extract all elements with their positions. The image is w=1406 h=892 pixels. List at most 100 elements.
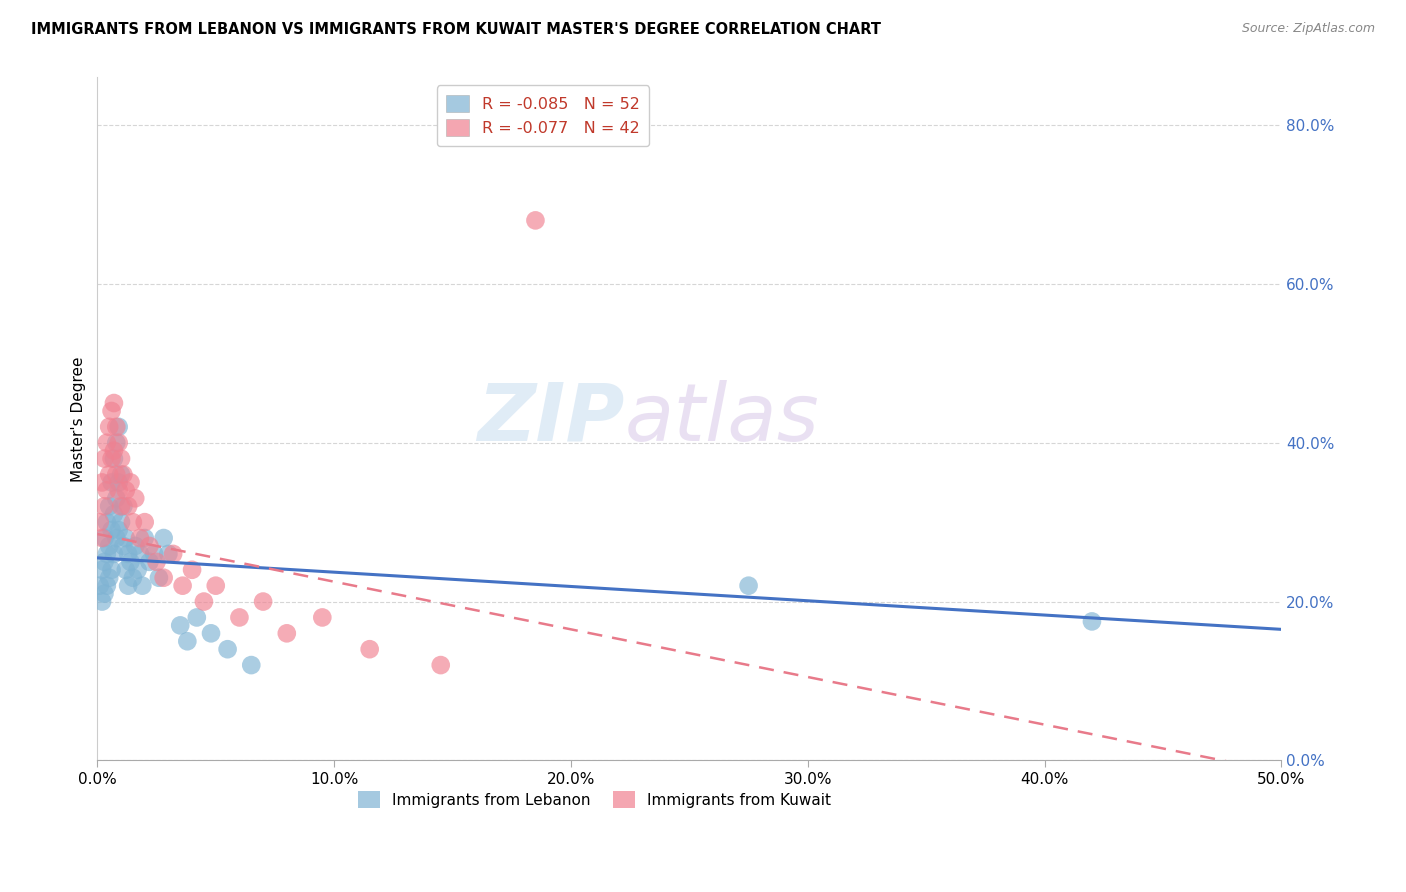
- Point: [114, 563, 136, 577]
- Point: [103, 396, 125, 410]
- Legend: Immigrants from Lebanon, Immigrants from Kuwait: Immigrants from Lebanon, Immigrants from…: [353, 785, 837, 814]
- Text: IMMIGRANTS FROM LEBANON VS IMMIGRANTS FROM KUWAIT MASTER'S DEGREE CORRELATION CH: IMMIGRANTS FROM LEBANON VS IMMIGRANTS FR…: [31, 22, 882, 37]
- Point: [96, 579, 118, 593]
- Point: [129, 547, 152, 561]
- Point: [186, 610, 208, 624]
- Point: [127, 563, 149, 577]
- Point: [96, 435, 118, 450]
- Point: [98, 571, 121, 585]
- Point: [110, 500, 132, 514]
- Point: [105, 467, 128, 482]
- Point: [93, 451, 115, 466]
- Point: [107, 475, 129, 490]
- Point: [93, 555, 115, 569]
- Y-axis label: Master's Degree: Master's Degree: [72, 356, 86, 482]
- Point: [100, 475, 122, 490]
- Point: [91, 594, 114, 608]
- Point: [145, 555, 167, 569]
- Point: [107, 435, 129, 450]
- Point: [131, 579, 153, 593]
- Point: [93, 586, 115, 600]
- Point: [124, 539, 146, 553]
- Point: [89, 579, 111, 593]
- Point: [217, 642, 239, 657]
- Point: [110, 467, 132, 482]
- Point: [96, 483, 118, 498]
- Point: [134, 531, 156, 545]
- Point: [91, 531, 114, 545]
- Point: [152, 531, 174, 545]
- Point: [105, 420, 128, 434]
- Text: Source: ZipAtlas.com: Source: ZipAtlas.com: [1241, 22, 1375, 36]
- Point: [105, 491, 128, 506]
- Point: [107, 483, 129, 498]
- Point: [100, 404, 122, 418]
- Point: [100, 451, 122, 466]
- Point: [103, 443, 125, 458]
- Point: [143, 547, 166, 561]
- Point: [429, 658, 451, 673]
- Point: [91, 563, 114, 577]
- Point: [112, 467, 135, 482]
- Point: [176, 634, 198, 648]
- Point: [107, 523, 129, 537]
- Point: [311, 610, 333, 624]
- Point: [93, 531, 115, 545]
- Point: [252, 594, 274, 608]
- Point: [117, 547, 139, 561]
- Point: [117, 579, 139, 593]
- Point: [98, 467, 121, 482]
- Point: [181, 563, 204, 577]
- Point: [100, 563, 122, 577]
- Point: [112, 539, 135, 553]
- Point: [162, 547, 184, 561]
- Point: [105, 435, 128, 450]
- Point: [105, 531, 128, 545]
- Point: [122, 515, 145, 529]
- Point: [96, 515, 118, 529]
- Point: [124, 491, 146, 506]
- Point: [204, 579, 226, 593]
- Point: [98, 539, 121, 553]
- Point: [103, 547, 125, 561]
- Point: [129, 531, 152, 545]
- Point: [134, 515, 156, 529]
- Point: [524, 213, 547, 227]
- Point: [117, 500, 139, 514]
- Point: [169, 618, 191, 632]
- Point: [138, 539, 160, 553]
- Point: [152, 571, 174, 585]
- Point: [138, 555, 160, 569]
- Point: [107, 420, 129, 434]
- Point: [193, 594, 215, 608]
- Point: [114, 483, 136, 498]
- Point: [91, 475, 114, 490]
- Point: [110, 451, 132, 466]
- Point: [737, 579, 759, 593]
- Point: [98, 420, 121, 434]
- Point: [1081, 615, 1104, 629]
- Point: [103, 507, 125, 521]
- Point: [103, 451, 125, 466]
- Text: atlas: atlas: [624, 380, 820, 458]
- Point: [110, 515, 132, 529]
- Point: [100, 523, 122, 537]
- Point: [93, 500, 115, 514]
- Point: [120, 555, 142, 569]
- Point: [228, 610, 250, 624]
- Point: [114, 531, 136, 545]
- Point: [122, 571, 145, 585]
- Point: [276, 626, 298, 640]
- Point: [200, 626, 222, 640]
- Point: [112, 500, 135, 514]
- Point: [157, 547, 180, 561]
- Point: [98, 500, 121, 514]
- Point: [172, 579, 194, 593]
- Text: ZIP: ZIP: [477, 380, 624, 458]
- Point: [240, 658, 263, 673]
- Point: [148, 571, 170, 585]
- Point: [89, 515, 111, 529]
- Point: [96, 547, 118, 561]
- Point: [359, 642, 381, 657]
- Point: [120, 475, 142, 490]
